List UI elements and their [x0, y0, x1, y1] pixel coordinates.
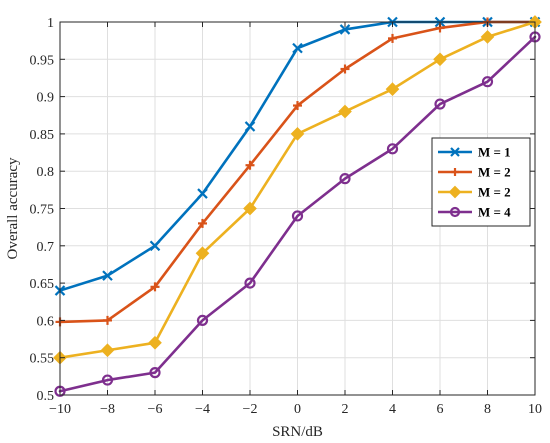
x-tick-label: −6 — [148, 402, 163, 417]
y-tick-label: 0.8 — [37, 165, 55, 180]
x-tick-label: −2 — [243, 402, 258, 417]
data-point — [148, 335, 162, 350]
x-tick-label: 2 — [342, 402, 349, 417]
data-point — [293, 101, 302, 111]
tick-labels: −10 −8 −6 −4 −2 0 2 4 6 8 10 0.5 0.55 0.6 0.65 0.7 0.75 0… — [30, 16, 543, 417]
series-layer — [53, 15, 542, 397]
legend-swatch-marker — [449, 206, 461, 218]
data-point — [385, 82, 400, 96]
x-tick-label: 6 — [437, 402, 444, 417]
y-tick-label: 0.9 — [37, 91, 55, 106]
y-tick-label: 0.55 — [30, 352, 55, 367]
series-3 — [53, 15, 542, 365]
data-point — [196, 314, 209, 326]
data-point — [339, 173, 351, 185]
data-point — [434, 98, 446, 110]
data-point — [198, 218, 207, 228]
y-tick-label: 0.65 — [30, 277, 55, 292]
data-point — [100, 343, 115, 358]
legend-label: M = 4 — [478, 205, 511, 220]
legend-swatch-marker — [450, 147, 460, 157]
x-tick-label: 4 — [389, 402, 396, 417]
x-tick-label: −10 — [49, 402, 71, 417]
data-point — [290, 127, 305, 141]
data-point — [291, 210, 304, 222]
legend-item: M = 1 — [438, 145, 511, 160]
legend-label: M = 2 — [478, 165, 511, 180]
legend-label: M = 2 — [478, 185, 511, 200]
x-tick-label: −4 — [195, 402, 210, 417]
legend-item: M = 2 — [438, 165, 511, 180]
legend-swatch-marker — [448, 185, 462, 199]
data-point — [292, 42, 303, 54]
data-point — [195, 246, 210, 261]
axes — [59, 21, 536, 396]
y-tick-label: 0.6 — [37, 314, 55, 329]
data-point — [388, 33, 397, 43]
legend-swatch-marker — [451, 168, 459, 176]
y-tick-label: 0.75 — [30, 203, 55, 218]
data-point — [340, 64, 350, 74]
data-point — [103, 315, 112, 325]
series-line — [58, 35, 537, 393]
y-tick-label: 0.7 — [37, 240, 55, 255]
x-tick-label: −8 — [100, 402, 115, 417]
data-point — [245, 160, 255, 170]
data-point — [101, 374, 114, 386]
data-point — [244, 277, 256, 289]
data-point — [244, 121, 256, 132]
data-point — [149, 240, 161, 252]
y-axis-title: Overall accuracy — [5, 157, 21, 260]
data-point — [149, 367, 161, 379]
y-tick-label: 0.5 — [37, 389, 55, 404]
legend-item: M = 4 — [438, 205, 511, 220]
data-point — [197, 188, 208, 199]
x-axis-title: SRN/dB — [272, 424, 323, 440]
y-tick-label: 0.95 — [30, 53, 55, 68]
data-point — [102, 270, 113, 281]
x-tick-label: 10 — [528, 402, 542, 417]
data-point — [433, 52, 447, 67]
x-tick-label: 0 — [294, 402, 301, 417]
data-point — [243, 201, 257, 216]
legend-item: M = 2 — [438, 185, 511, 200]
data-point — [481, 76, 494, 88]
y-tick-label: 0.85 — [30, 128, 55, 143]
legend: M = 1 M = 2 M = 2 M = 4 — [431, 137, 531, 227]
y-tick-label: 1 — [47, 16, 54, 31]
x-tick-label: 8 — [484, 402, 491, 417]
data-point — [150, 282, 160, 292]
data-point — [480, 30, 495, 44]
data-point — [338, 104, 352, 119]
data-point — [386, 143, 399, 155]
data-point — [339, 24, 351, 35]
legend-label: M = 1 — [478, 145, 511, 160]
